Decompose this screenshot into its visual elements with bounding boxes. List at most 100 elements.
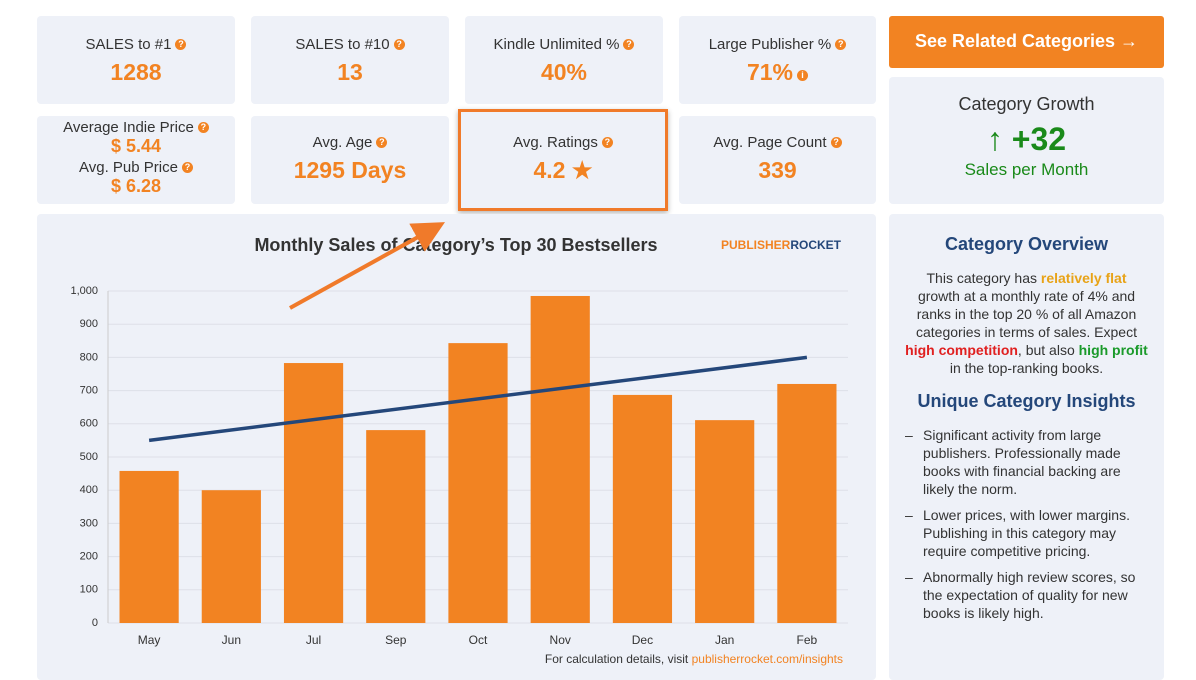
stat-label: SALES to #1? [37,36,235,53]
text: Avg. Page Count [713,134,827,151]
related-categories-button[interactable]: See Related Categories → [889,16,1164,68]
stat-card-highlighted: Avg. Ratings? 4.2 ★ [458,109,668,211]
y-tick-label: 1,000 [70,285,98,297]
stat-card: Large Publisher %? 71% i [679,16,876,104]
x-tick-label: Jun [222,633,241,647]
stat-value: 71% i [679,59,876,86]
bar [119,470,179,623]
x-tick-label: Jul [306,633,321,647]
stat-label: Kindle Unlimited %? [465,36,663,53]
y-tick-label: 600 [80,418,98,430]
text: , but also [1017,342,1079,358]
stat-label: Average Indie Price? [37,119,235,136]
insight-item: – Significant activity from large publish… [905,426,1150,498]
stat-value: 1288 [110,59,162,85]
bar [612,394,673,623]
text: Kindle Unlimited % [493,36,620,53]
text: Avg. Age [312,134,373,151]
text: This category has [926,270,1041,286]
sidebar-title: Category Overview [944,234,1109,254]
logo-part: PUBLISHER [721,238,791,252]
stat-value: 13 [337,59,363,85]
stat-label: Avg. Pub Price? [37,159,235,176]
bar [448,343,508,623]
text: 71% [746,59,794,85]
bar [201,490,261,623]
y-tick-label: 300 [80,517,98,529]
growth-subtitle: Sales per Month [964,160,1089,179]
insight-item: – Lower prices, with lower margins. Publi… [905,506,1150,560]
bar [283,363,344,623]
insight-item: – Abnormally high review scores, so the e… [905,568,1150,622]
text: Large Publisher % [708,36,832,53]
insights-title: Unique Category Insights [917,391,1136,411]
y-tick-label: 100 [80,584,98,596]
link[interactable]: publisherrocket.com/insights [692,652,843,666]
stat-card: Avg. Age? 1295 Days [251,116,449,204]
text: For calculation details, visit [545,652,692,666]
highlight: high profit [1078,342,1148,358]
y-tick-label: 0 [92,617,98,629]
y-tick-label: 500 [80,451,98,463]
logo: PUBLISHERROCKET [721,238,842,252]
insight-text: Lower prices, with lower margins. Publis… [923,507,1130,559]
x-tick-label: Oct [469,633,488,647]
bullet: – [905,427,913,443]
stat-label: Avg. Page Count? [679,134,876,151]
y-tick-label: 200 [80,551,98,563]
text: growth at a monthly rate of 4% and ranks… [916,288,1137,340]
stat-value: 40% [540,59,588,85]
insights-list: – Significant activity from large publish… [905,426,1150,622]
text: Avg. Ratings [513,134,598,151]
stat-card: Avg. Page Count? 339 [679,116,876,204]
stat-value: 339 [758,157,797,183]
growth-card: Category Growth ↑ +32 Sales per Month [889,77,1164,204]
text: in the top-ranking books. [949,360,1104,376]
highlight: relatively flat [1040,270,1127,286]
annotation-arrow [289,222,445,310]
growth-title: Category Growth [958,94,1095,114]
stat-label: Large Publisher %? [679,36,876,53]
stat-card: SALES to #1? 1288 [37,16,235,104]
y-tick-label: 700 [80,385,98,397]
text: Average Indie Price [63,119,194,136]
chart-title: Monthly Sales of Category’s Top 30 Bests… [254,235,657,255]
x-tick-label: Nov [550,633,571,647]
bullet: – [905,569,913,585]
stat-label: SALES to #10? [251,36,449,53]
sidebar: Category Overview This category has rela… [889,214,1164,680]
stat-card: Average Indie Price? $ 5.44 Avg. Pub Pri… [37,116,235,204]
highlight: high competition [905,342,1018,358]
stat-card: SALES to #10? 13 [251,16,449,104]
bar [777,383,837,623]
bar [366,430,426,623]
stat-value: 1295 Days [293,157,407,183]
y-tick-label: 900 [80,318,98,330]
stat-value: 4.2 ★ [533,157,593,183]
bar [530,295,590,623]
overview-paragraph: This category has relatively flat growth… [905,269,1148,377]
x-tick-label: Dec [632,633,653,647]
bullet: – [905,507,913,523]
text: +32 [1011,121,1067,157]
trend-line [148,355,808,443]
bar [695,420,755,623]
stat-value: $ 6.28 [110,176,162,196]
text: SALES to #1 [85,36,172,53]
chart-footer: For calculation details, visit publisher… [545,652,843,666]
text: Avg. Pub Price [79,159,178,176]
insight-text: Significant activity from large publishe… [923,427,1121,497]
y-tick-label: 800 [80,351,98,363]
x-tick-label: Feb [797,633,818,647]
stat-label: Avg. Ratings? [461,134,665,151]
stat-value: $ 5.44 [110,136,162,156]
x-tick-label: Jan [715,633,734,647]
y-tick-label: 400 [80,484,98,496]
stat-label: Avg. Age? [251,134,449,151]
button-label: See Related Categories [914,31,1116,51]
insight-text: Abnormally high review scores, so the ex… [923,569,1136,621]
stat-card: Kindle Unlimited %? 40% [465,16,663,104]
text: SALES to #10 [295,36,390,53]
growth-value: ↑ +32 [986,121,1067,157]
